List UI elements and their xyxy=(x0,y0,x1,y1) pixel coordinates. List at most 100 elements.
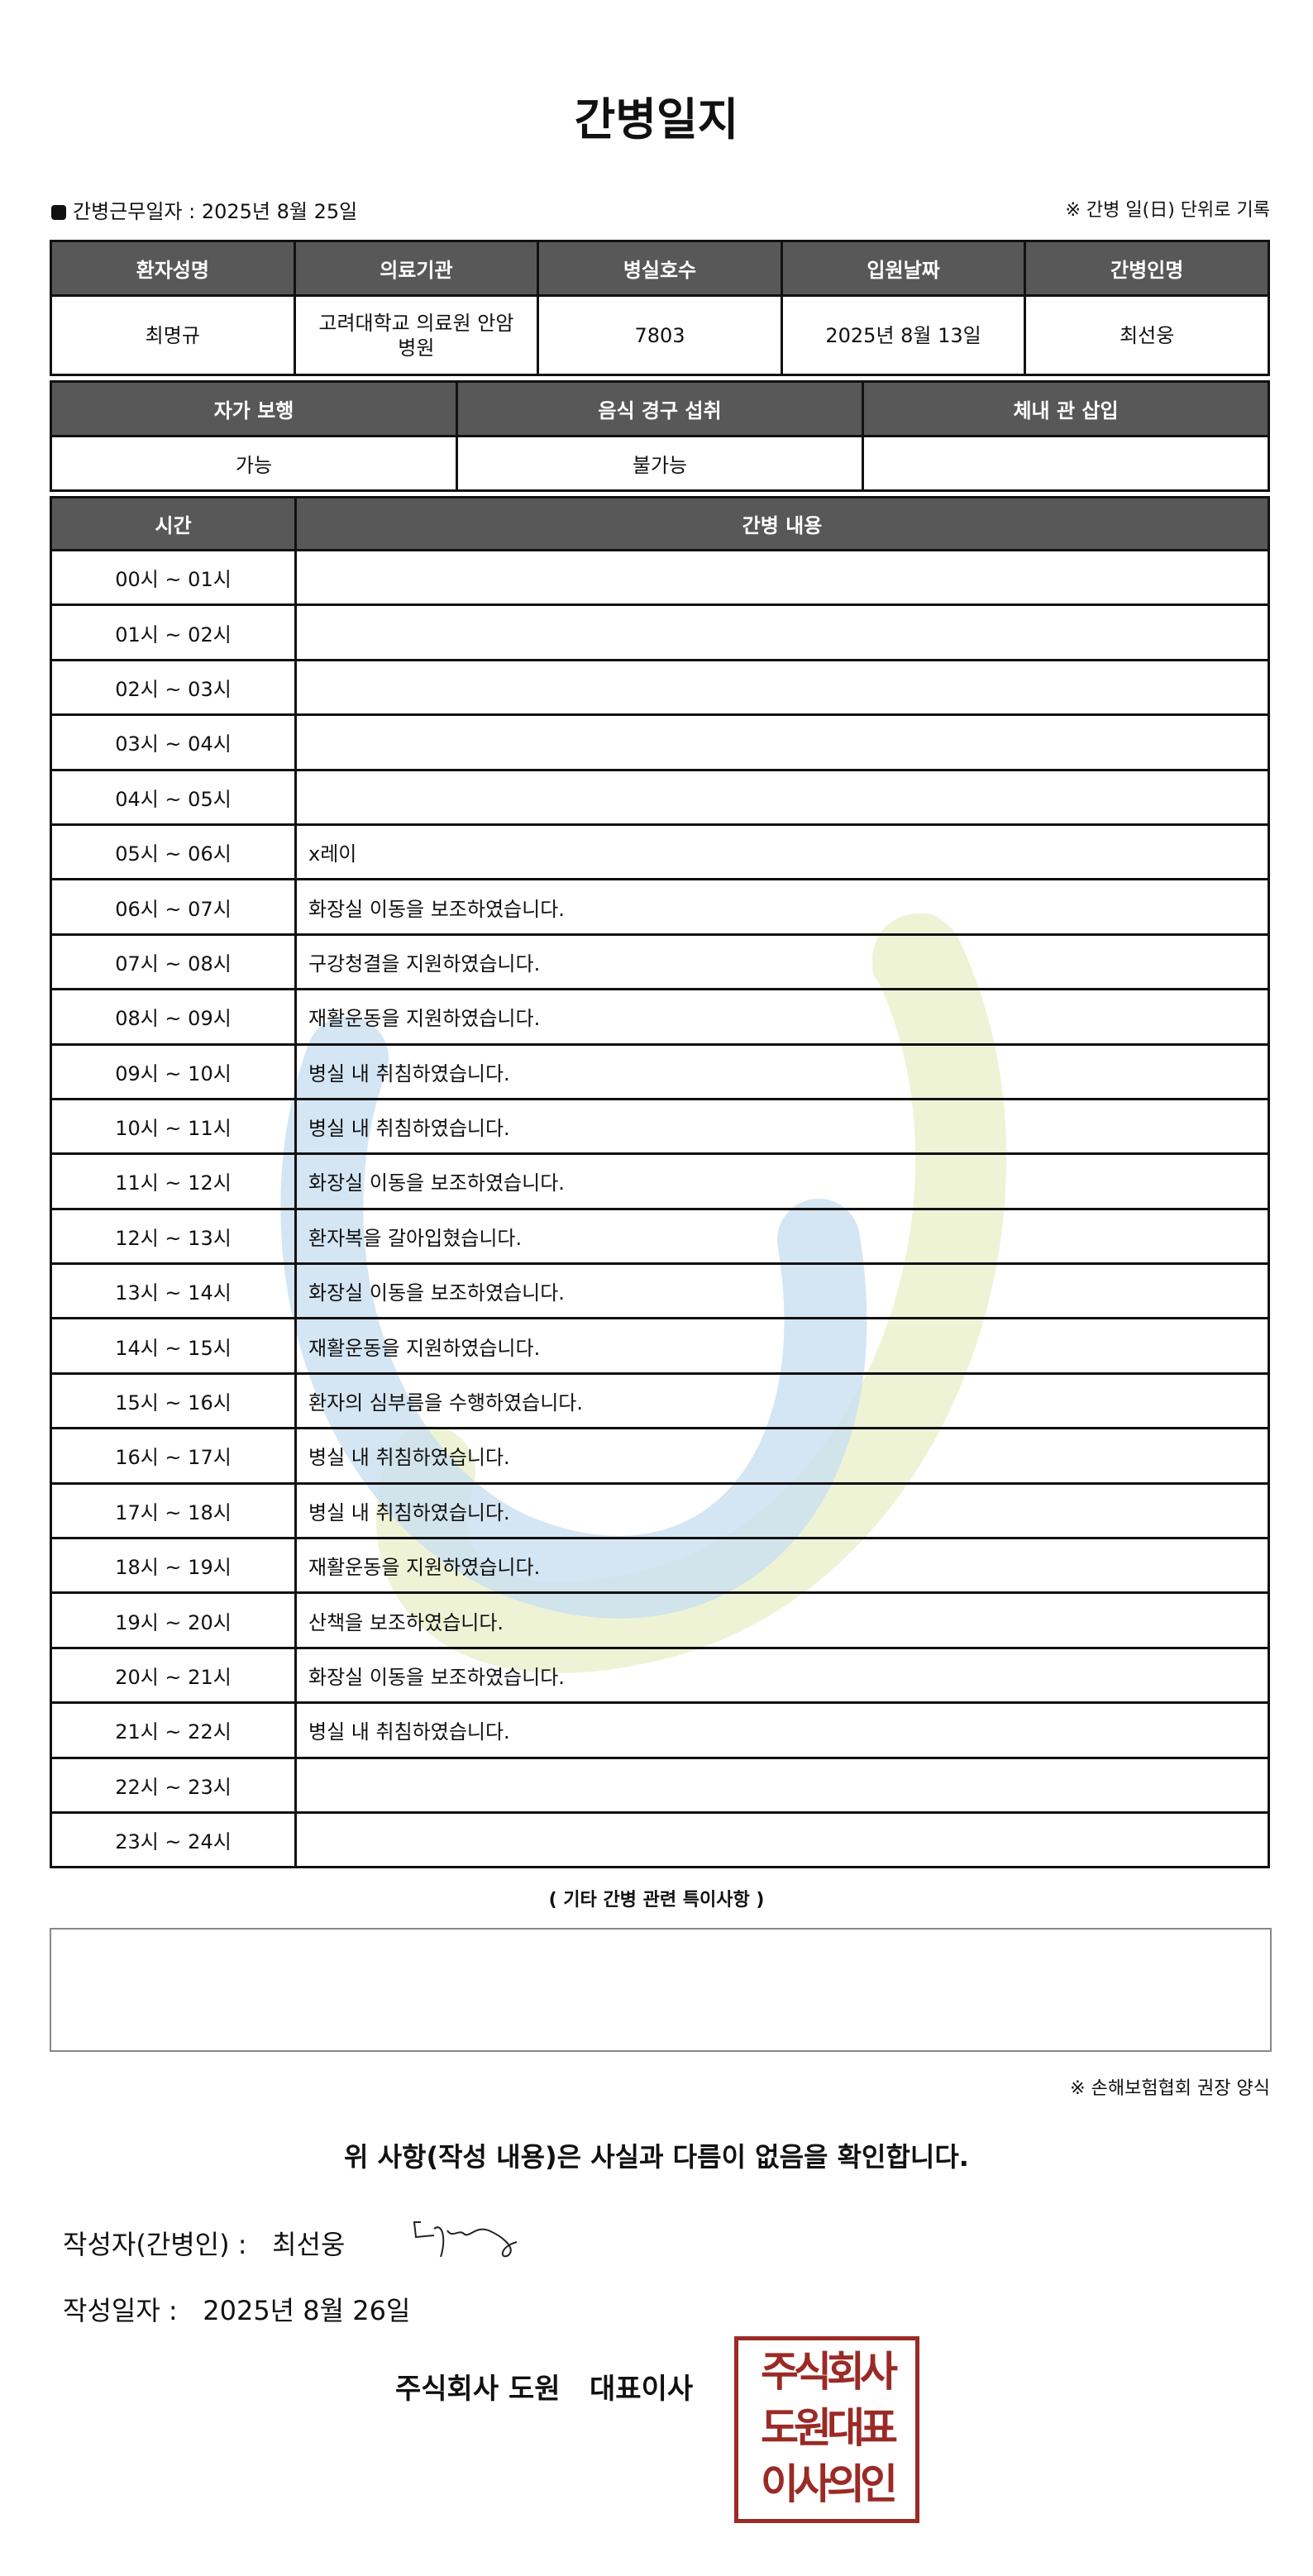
time-cell: 11시 ~ 12시 xyxy=(50,1152,297,1210)
form-note: ※ 손해보험협회 권장 양식 xyxy=(1070,2078,1270,2099)
table-row: 21시 ~ 22시 병실 내 취침하였습니다. xyxy=(50,1701,1270,1759)
table-row: 11시 ~ 12시 화장실 이동을 보조하였습니다. xyxy=(50,1152,1270,1210)
content-cell: 병실 내 취침하였습니다. xyxy=(294,1427,1270,1485)
time-cell: 06시 ~ 07시 xyxy=(50,878,297,936)
writer-line: 작성자(간병인) : 최선웅 xyxy=(63,2224,345,2262)
time-cell: 18시 ~ 19시 xyxy=(50,1537,297,1595)
time-cell: 23시 ~ 24시 xyxy=(50,1810,297,1869)
header-content: 간병 내용 xyxy=(294,496,1270,551)
content-cell: 화장실 이동을 보조하였습니다. xyxy=(294,1646,1270,1705)
time-cell: 01시 ~ 02시 xyxy=(50,603,297,661)
content-cell: x레이 xyxy=(294,823,1270,881)
bullet-icon xyxy=(51,205,66,220)
time-cell: 07시 ~ 08시 xyxy=(50,933,297,991)
notes-box xyxy=(50,1928,1272,2052)
time-cell: 02시 ~ 03시 xyxy=(50,658,297,717)
table-row: 05시 ~ 06시 x레이 xyxy=(50,823,1270,881)
room-number: 7803 xyxy=(537,294,783,376)
unit-note: ※ 간병 일(日) 단위로 기록 xyxy=(1065,200,1271,221)
table-row: 15시 ~ 16시 환자의 심부름을 수행하였습니다. xyxy=(50,1371,1270,1430)
header-admission-date: 입원날짜 xyxy=(780,240,1027,297)
time-cell: 00시 ~ 01시 xyxy=(50,548,297,607)
time-cell: 12시 ~ 13시 xyxy=(50,1207,297,1266)
header-time: 시간 xyxy=(50,496,297,551)
status-table: 자가 보행 음식 경구 섭취 체내 관 삽입 가능 불가능 xyxy=(50,380,1270,492)
table-row: 23시 ~ 24시 xyxy=(50,1810,1270,1869)
header-caregiver: 간병인명 xyxy=(1024,240,1270,297)
content-cell: 병실 내 취침하였습니다. xyxy=(294,1097,1270,1156)
table-row: 02시 ~ 03시 xyxy=(50,658,1270,717)
company-name: 주식회사 도원 대표이사 xyxy=(395,2373,694,2406)
date-line: 작성일자 : 2025년 8월 26일 xyxy=(63,2290,410,2328)
time-cell: 15시 ~ 16시 xyxy=(50,1371,297,1430)
content-cell: 재활운동을 지원하였습니다. xyxy=(294,988,1270,1046)
time-cell: 22시 ~ 23시 xyxy=(50,1756,297,1814)
confirmation-text: 위 사항(작성 내용)은 사실과 다름이 없음을 확인합니다. xyxy=(344,2141,969,2173)
signature-image xyxy=(413,2221,518,2258)
content-cell xyxy=(294,603,1270,661)
admission-date: 2025년 8월 13일 xyxy=(780,294,1027,376)
table-row: 00시 ~ 01시 xyxy=(50,548,1270,607)
table-row: 04시 ~ 05시 xyxy=(50,768,1270,826)
time-cell: 20시 ~ 21시 xyxy=(50,1646,297,1705)
patient-name: 최명규 xyxy=(50,294,296,376)
time-cell: 14시 ~ 15시 xyxy=(50,1317,297,1375)
caregiver-name: 최선웅 xyxy=(1024,294,1270,376)
content-cell xyxy=(294,713,1270,771)
content-cell: 화장실 이동을 보조하였습니다. xyxy=(294,1262,1270,1320)
notes-title: ( 기타 간병 관련 특이사항 ) xyxy=(548,1890,765,1911)
table-row: 01시 ~ 02시 xyxy=(50,603,1270,661)
header-walking: 자가 보행 xyxy=(50,380,458,437)
company-seal: 주식회사 도원대표 이사의인 xyxy=(734,2336,919,2523)
time-cell: 10시 ~ 11시 xyxy=(50,1097,297,1156)
table-row: 18시 ~ 19시 재활운동을 지원하였습니다. xyxy=(50,1537,1270,1595)
table-row: 10시 ~ 11시 병실 내 취침하였습니다. xyxy=(50,1097,1270,1156)
table-row: 16시 ~ 17시 병실 내 취침하였습니다. xyxy=(50,1427,1270,1485)
content-cell xyxy=(294,768,1270,826)
header-room: 병실호수 xyxy=(537,240,783,297)
time-cell: 05시 ~ 06시 xyxy=(50,823,297,881)
date-label: 작성일자 : xyxy=(63,2295,178,2326)
content-cell: 화장실 이동을 보조하였습니다. xyxy=(294,878,1270,936)
table-row: 13시 ~ 14시 화장실 이동을 보조하였습니다. xyxy=(50,1262,1270,1320)
content-cell: 재활운동을 지원하였습니다. xyxy=(294,1317,1270,1375)
content-cell: 산책을 보조하였습니다. xyxy=(294,1591,1270,1649)
time-cell: 03시 ~ 04시 xyxy=(50,713,297,771)
content-cell: 구강청결을 지원하였습니다. xyxy=(294,933,1270,991)
content-cell: 화장실 이동을 보조하였습니다. xyxy=(294,1152,1270,1210)
table-row: 07시 ~ 08시 구강청결을 지원하였습니다. xyxy=(50,933,1270,991)
content-cell: 환자복을 갈아입혔습니다. xyxy=(294,1207,1270,1266)
header-patient-name: 환자성명 xyxy=(50,240,296,297)
table-row: 19시 ~ 20시 산책을 보조하였습니다. xyxy=(50,1591,1270,1649)
time-cell: 13시 ~ 14시 xyxy=(50,1262,297,1320)
table-row: 03시 ~ 04시 xyxy=(50,713,1270,771)
content-cell: 재활운동을 지원하였습니다. xyxy=(294,1537,1270,1595)
table-row: 06시 ~ 07시 화장실 이동을 보조하였습니다. xyxy=(50,878,1270,936)
content-cell: 환자의 심부름을 수행하였습니다. xyxy=(294,1371,1270,1430)
time-cell: 21시 ~ 22시 xyxy=(50,1701,297,1759)
table-row: 09시 ~ 10시 병실 내 취침하였습니다. xyxy=(50,1042,1270,1100)
content-cell: 병실 내 취침하였습니다. xyxy=(294,1042,1270,1100)
content-cell: 병실 내 취침하였습니다. xyxy=(294,1701,1270,1759)
writer-label: 작성자(간병인) : xyxy=(63,2229,247,2260)
header-oral-intake: 음식 경구 섭취 xyxy=(456,380,864,437)
table-row: 14시 ~ 15시 재활운동을 지원하였습니다. xyxy=(50,1317,1270,1375)
date-value: 2025년 8월 26일 xyxy=(203,2295,411,2326)
content-cell: 병실 내 취침하였습니다. xyxy=(294,1481,1270,1540)
time-cell: 19시 ~ 20시 xyxy=(50,1591,297,1649)
content-cell xyxy=(294,1756,1270,1814)
hospital: 고려대학교 의료원 안암 병원 xyxy=(293,294,540,376)
care-log-table: 시간 간병 내용 00시 ~ 01시 01시 ~ 02시 02시 ~ 03시 03시 ~… xyxy=(50,496,1270,1869)
table-row: 22시 ~ 23시 xyxy=(50,1756,1270,1814)
walking-value: 가능 xyxy=(50,435,458,492)
table-row: 12시 ~ 13시 환자복을 갈아입혔습니다. xyxy=(50,1207,1270,1266)
header-tube: 체내 관 삽입 xyxy=(862,380,1270,437)
time-cell: 09시 ~ 10시 xyxy=(50,1042,297,1100)
work-date-text: 간병근무일자 : 2025년 8월 25일 xyxy=(73,200,358,223)
table-row: 08시 ~ 09시 재활운동을 지원하였습니다. xyxy=(50,988,1270,1046)
page-title: 간병일지 xyxy=(574,93,739,145)
time-cell: 08시 ~ 09시 xyxy=(50,988,297,1046)
time-cell: 17시 ~ 18시 xyxy=(50,1481,297,1540)
header-hospital: 의료기관 xyxy=(293,240,540,297)
content-cell xyxy=(294,548,1270,607)
